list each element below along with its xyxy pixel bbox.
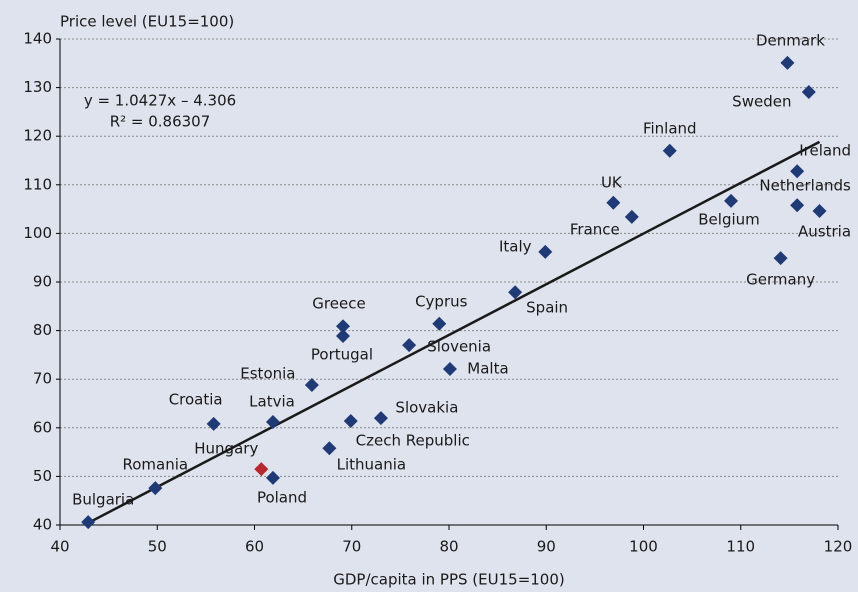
- point: [148, 481, 163, 496]
- point-label: Poland: [257, 488, 307, 506]
- point-label: Germany: [746, 271, 815, 289]
- trend-line: [87, 140, 821, 525]
- x-tick-label: 60: [245, 538, 264, 556]
- y-tick-label: 90: [33, 273, 52, 291]
- point-label: Czech Republic: [356, 431, 470, 449]
- point: [402, 338, 417, 353]
- point-label: Sweden: [732, 92, 791, 110]
- point-label: Malta: [467, 359, 508, 377]
- y-axis-label: Price level (EU15=100): [60, 13, 234, 31]
- x-axis-label: GDP/capita in PPS (EU15=100): [333, 571, 565, 589]
- y-tick-label: 120: [23, 127, 52, 145]
- trend-r2: R² = 0.86307: [110, 113, 211, 131]
- point: [538, 244, 553, 259]
- point-label: Netherlands: [759, 177, 851, 195]
- x-tick-label: 80: [439, 538, 458, 556]
- point: [206, 416, 221, 431]
- point: [335, 319, 350, 334]
- x-tick-label: 120: [824, 538, 853, 556]
- point-label: Finland: [643, 119, 697, 137]
- point-label: Latvia: [249, 392, 295, 410]
- point-label: Croatia: [169, 390, 223, 408]
- point: [81, 515, 96, 530]
- point-label: France: [570, 220, 620, 238]
- y-tick-label: 80: [33, 321, 52, 339]
- point: [442, 361, 457, 376]
- point: [790, 164, 805, 179]
- point: [265, 414, 280, 429]
- point-label: Greece: [312, 295, 365, 313]
- point: [304, 378, 319, 393]
- x-tick-label: 110: [726, 538, 755, 556]
- x-tick-label: 50: [148, 538, 167, 556]
- point-label: Austria: [798, 223, 851, 241]
- point: [773, 251, 788, 266]
- point: [780, 55, 795, 70]
- trend-equation: y = 1.0427x – 4.306: [84, 92, 236, 110]
- x-tick-label: 90: [537, 538, 556, 556]
- point: [335, 328, 350, 343]
- point-label: Slovakia: [395, 399, 458, 417]
- x-tick-label: 100: [629, 538, 658, 556]
- y-tick-label: 60: [33, 418, 52, 436]
- point: [801, 84, 816, 99]
- point-label: Romania: [123, 456, 189, 474]
- y-tick-label: 70: [33, 370, 52, 388]
- point-label: Bulgaria: [72, 491, 134, 509]
- y-tick-label: 50: [33, 467, 52, 485]
- point: [790, 198, 805, 213]
- point-label: Spain: [526, 299, 568, 317]
- point-label: Portugal: [311, 345, 373, 363]
- point: [254, 462, 269, 477]
- point-label: Cyprus: [415, 292, 468, 310]
- point-label: Denmark: [756, 31, 825, 49]
- point: [432, 316, 447, 331]
- point-label: Slovenia: [427, 338, 491, 356]
- point-label: Lithuania: [337, 456, 406, 474]
- point: [724, 193, 739, 208]
- point-label: Ireland: [799, 142, 851, 160]
- x-tick-label: 70: [342, 538, 361, 556]
- y-tick-label: 110: [23, 175, 52, 193]
- point: [508, 285, 523, 300]
- point: [373, 411, 388, 426]
- point-label: Italy: [499, 237, 532, 255]
- point-label: Hungary: [194, 440, 258, 458]
- point: [624, 209, 639, 224]
- point: [265, 470, 280, 485]
- y-tick-label: 40: [33, 516, 52, 534]
- y-tick-label: 130: [23, 78, 52, 96]
- point: [812, 204, 827, 219]
- x-tick-label: 40: [50, 538, 69, 556]
- y-tick-label: 100: [23, 224, 52, 242]
- point-label: Estonia: [240, 365, 295, 383]
- point-label: Belgium: [698, 210, 760, 228]
- point: [322, 441, 337, 456]
- point: [662, 143, 677, 158]
- point-label: UK: [601, 173, 623, 191]
- point: [343, 413, 358, 428]
- y-tick-label: 140: [23, 30, 52, 48]
- point: [606, 195, 621, 210]
